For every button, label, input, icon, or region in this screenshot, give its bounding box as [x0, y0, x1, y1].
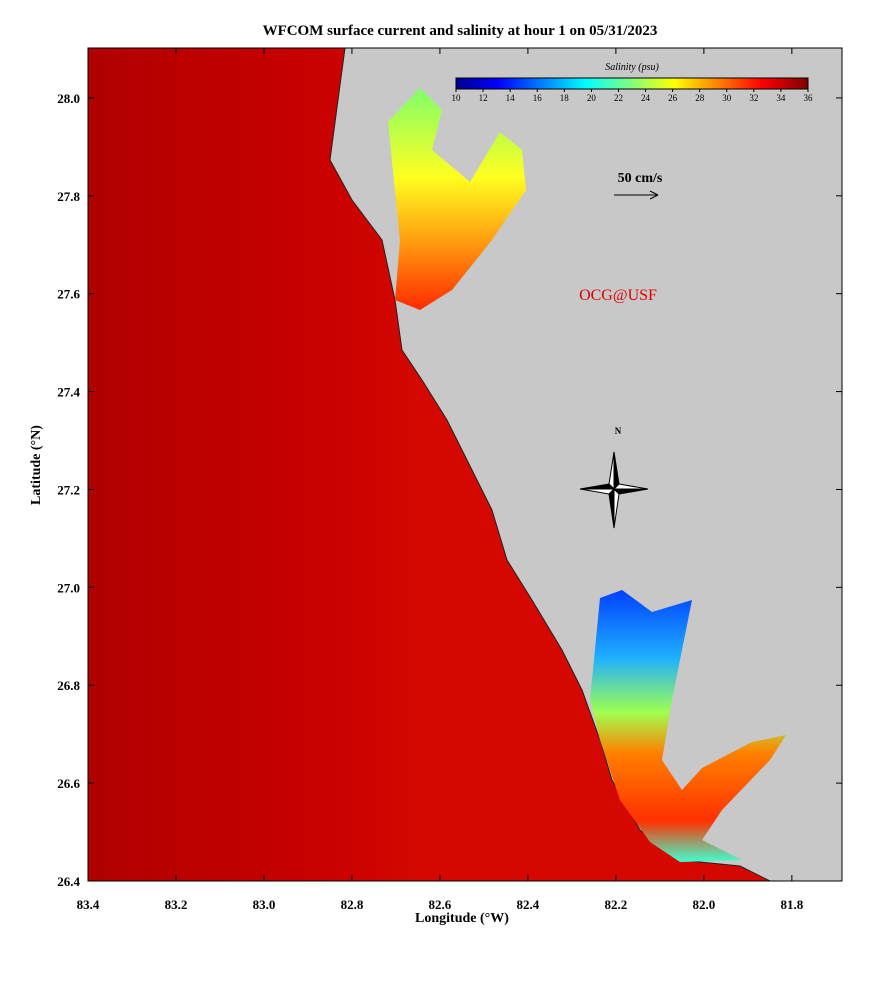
colorbar-tick-label: 36	[804, 93, 814, 103]
colorbar-tick-label: 18	[560, 93, 570, 103]
x-tick-label: 82.6	[429, 897, 452, 912]
colorbar-tick-label: 22	[614, 93, 623, 103]
scale-arrow	[614, 190, 659, 200]
credit: OCG@USF	[579, 287, 657, 304]
x-tick-label: 83.0	[253, 897, 276, 912]
y-tick-label: 26.4	[57, 874, 80, 889]
y-tick-label: 28.0	[57, 91, 80, 106]
colorbar-tick-label: 24	[641, 93, 651, 103]
title: WFCOM surface current and salinity at ho…	[263, 23, 658, 39]
colorbar-tick-label: 10	[452, 93, 462, 103]
colorbar-tick-label: 30	[722, 93, 732, 103]
y-tick-label: 26.8	[57, 678, 80, 693]
y-tick-label: 27.6	[57, 287, 80, 302]
charlotte-harbor	[590, 590, 786, 862]
y-tick-label: 27.8	[57, 189, 80, 204]
colorbar-tick-label: 20	[587, 93, 597, 103]
y-tick-label: 27.0	[57, 580, 80, 595]
x-tick-label: 83.4	[77, 897, 100, 912]
y-tick-label: 26.6	[57, 776, 80, 791]
x-tick-label: 82.4	[517, 897, 540, 912]
colorbar-tick-label: 26	[668, 93, 678, 103]
colorbar-tick-label: 16	[533, 93, 543, 103]
x-axis-label: Longitude (°W)	[415, 911, 509, 926]
y-axis-label: Latitude (°N)	[29, 425, 44, 505]
y-tick-label: 27.4	[57, 385, 80, 400]
compass-label: N	[615, 426, 622, 436]
colorbar-tick-label: 34	[776, 93, 786, 103]
plot-frame	[87, 47, 843, 882]
tampa-bay	[388, 88, 526, 310]
compass-rose	[579, 451, 649, 529]
colorbar-tick-label: 14	[506, 93, 516, 103]
y-tick-label: 27.2	[57, 482, 80, 497]
colorbar-tick-label: 28	[695, 93, 705, 103]
x-tick-label: 82.8	[341, 897, 364, 912]
colorbar-label: Salinity (psu)	[605, 62, 659, 73]
scale-label: 50 cm/s	[618, 171, 663, 186]
colorbar-tick-label: 32	[749, 93, 758, 103]
x-tick-label: 83.2	[165, 897, 188, 912]
colorbar	[455, 77, 809, 90]
x-tick-label: 81.8	[780, 897, 803, 912]
x-tick-label: 82.0	[692, 897, 715, 912]
x-tick-label: 82.2	[605, 897, 628, 912]
map-area	[88, 48, 842, 881]
colorbar-tick-label: 12	[479, 93, 488, 103]
